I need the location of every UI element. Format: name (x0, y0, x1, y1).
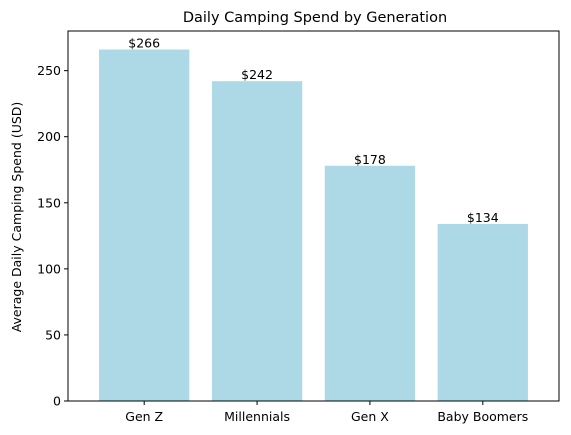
y-tick-label: 200 (37, 129, 61, 144)
bar (99, 49, 190, 401)
y-tick-label: 50 (45, 327, 61, 342)
y-tick-label: 250 (37, 63, 61, 78)
bar (324, 165, 416, 401)
data-label: $178 (354, 152, 386, 167)
y-axis-ticks: 0 50 100 150 200 250 (37, 63, 68, 409)
data-label: $134 (467, 210, 499, 225)
data-label: $242 (241, 67, 273, 82)
x-tick-label: Gen X (351, 409, 389, 424)
y-axis-label: Average Daily Camping Spend (USD) (9, 102, 24, 333)
y-tick-label: 150 (37, 195, 61, 210)
chart-title: Daily Camping Spend by Generation (183, 10, 447, 26)
bar (437, 223, 528, 401)
data-labels-group: $266 $242 $178 $134 (128, 36, 498, 225)
x-tick-label: Baby Boomers (437, 409, 528, 424)
x-tick-label: Gen Z (125, 409, 163, 424)
plot-frame (67, 30, 560, 402)
y-tick-label: 0 (53, 394, 61, 409)
bar (211, 81, 303, 401)
data-label: $266 (128, 36, 160, 51)
y-tick-label: 100 (37, 261, 61, 276)
x-tick-label: Millennials (224, 409, 290, 424)
bars-group (99, 49, 528, 401)
x-axis-ticks: Gen Z Millennials Gen X Baby Boomers (125, 401, 528, 424)
